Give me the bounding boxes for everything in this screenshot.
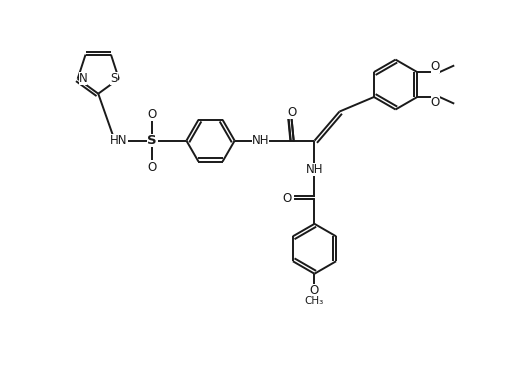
- Text: NH: NH: [306, 163, 323, 176]
- Text: CH₃: CH₃: [305, 296, 324, 306]
- Text: O: O: [310, 284, 319, 297]
- Text: N: N: [79, 72, 88, 85]
- Text: S: S: [110, 72, 118, 85]
- Text: O: O: [148, 161, 157, 174]
- Text: O: O: [287, 106, 296, 120]
- Text: O: O: [431, 96, 440, 109]
- Text: HN: HN: [110, 134, 128, 147]
- Text: NH: NH: [251, 134, 269, 147]
- Text: S: S: [148, 134, 157, 147]
- Text: O: O: [148, 107, 157, 121]
- Text: O: O: [282, 192, 291, 205]
- Text: O: O: [431, 60, 440, 73]
